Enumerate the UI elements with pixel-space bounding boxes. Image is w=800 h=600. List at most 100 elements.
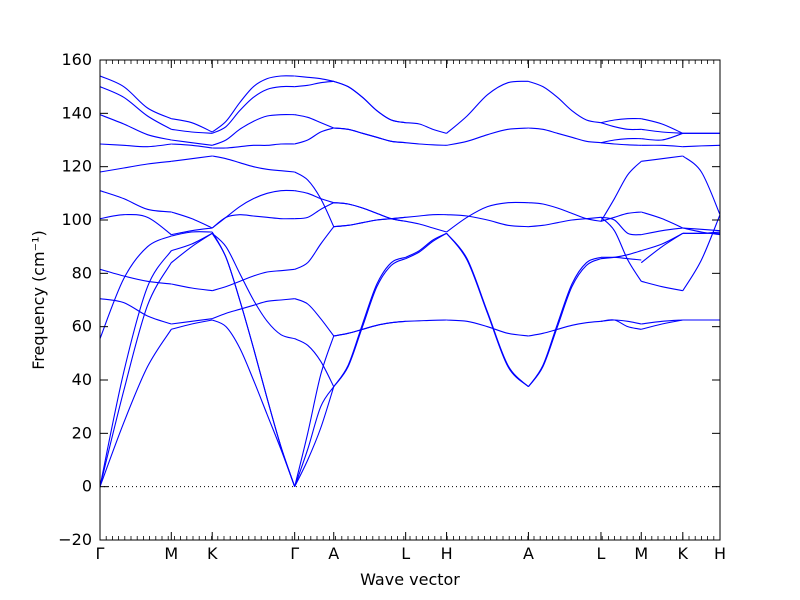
band-line-seg2-b7 [211, 189, 295, 229]
band-line-seg5-b0 [405, 232, 447, 260]
band-line-seg1-b5 [171, 283, 213, 292]
band-line-seg8-b8 [600, 142, 642, 146]
band-line-seg4-b1 [333, 256, 406, 387]
band-line-seg0-b10 [100, 114, 172, 141]
band-line-seg5-b4 [405, 220, 447, 233]
band-line-seg0-b12 [100, 75, 172, 120]
x-tick-label: A [328, 544, 339, 563]
band-line-seg0-b3 [100, 235, 172, 339]
band-line-seg10-b6 [682, 227, 720, 232]
x-tick-label: K [678, 544, 689, 563]
band-line-seg3-b3 [294, 335, 335, 487]
band-line-seg9-b11 [641, 118, 684, 134]
band-line-seg7-b1 [527, 256, 602, 387]
band-line-seg2-b3 [211, 231, 296, 487]
band-line-seg7-b4 [528, 202, 602, 222]
band-line-seg4-b3 [333, 320, 406, 337]
x-tick-label: A [523, 544, 534, 563]
band-line-seg1-b2 [171, 232, 213, 252]
x-tick-label: Γ [96, 544, 105, 563]
x-tick-label: Γ [290, 544, 299, 563]
band-line-seg2-b2 [211, 232, 295, 340]
band-line-seg2-b12 [211, 75, 295, 133]
band-line-seg6-b2 [446, 319, 529, 337]
band-line-seg1-b10 [171, 139, 213, 146]
band-line-seg9-b7 [641, 211, 684, 229]
band-line-seg9-b6 [641, 227, 683, 236]
band-line-seg9-b3 [641, 155, 683, 162]
band-line-seg2-b0 [211, 319, 296, 487]
x-tick-label: H [714, 544, 726, 563]
band-line-seg3-b5 [294, 226, 335, 270]
band-line-seg9-b1 [641, 319, 683, 325]
y-tick-label: 160 [61, 50, 92, 69]
band-line-seg5-b3 [405, 214, 447, 218]
x-tick-label: L [596, 544, 605, 563]
band-line-seg4-b11 [333, 80, 406, 124]
band-line-seg9-b10 [641, 128, 683, 134]
band-line-seg0-b7 [100, 190, 172, 213]
band-line-seg1-b0 [171, 319, 213, 330]
band-line-seg1-b6 [171, 227, 213, 236]
band-line-seg7-b0 [527, 258, 602, 387]
band-line-seg0-b4 [100, 298, 172, 325]
band-line-seg0-b2 [100, 250, 172, 487]
band-line-seg5-b6 [405, 122, 447, 134]
band-line-seg6-b3 [446, 214, 529, 228]
band-line-seg4-b0 [333, 258, 406, 387]
band-line-seg9-b9 [641, 132, 683, 141]
band-line-seg0-b6 [100, 213, 172, 236]
band-line-seg4-b7 [333, 202, 406, 222]
band-line-seg0-b5 [100, 268, 172, 285]
y-tick-label: 80 [72, 263, 92, 282]
y-tick-label: 140 [61, 103, 92, 122]
y-tick-label: 120 [61, 157, 92, 176]
band-line-seg8-b6 [600, 216, 642, 236]
band-line-seg3-b11 [294, 80, 334, 88]
band-line-seg10-b7 [682, 227, 720, 236]
band-line-seg3-b4 [294, 298, 335, 337]
band-line-seg9-b2 [641, 280, 683, 292]
band-line-seg6-b6 [446, 80, 529, 134]
band-line-seg9-b0 [641, 319, 683, 330]
band-line-seg2-b11 [211, 85, 295, 134]
y-tick-label: 60 [72, 317, 92, 336]
band-line-seg8-b1 [600, 256, 642, 261]
band-line-seg1-b9 [171, 143, 213, 149]
band-line-seg2-b8 [212, 155, 295, 173]
band-line-seg1-b8 [171, 155, 213, 162]
band-line-seg8-b3 [600, 160, 642, 222]
band-line-seg8-b0 [600, 250, 642, 260]
band-line-seg9-b8 [641, 144, 683, 148]
band-line-seg6-b1 [446, 232, 529, 388]
band-line-seg3-b1 [294, 386, 335, 487]
band-line-seg2-b10 [212, 114, 295, 146]
band-lines [100, 75, 720, 488]
band-line-seg1-b3 [171, 231, 213, 237]
y-tick-label: 0 [82, 477, 92, 496]
x-tick-label: K [207, 544, 218, 563]
plot-area [100, 75, 720, 488]
band-line-seg3-b7 [294, 190, 334, 204]
x-tick-label: L [401, 544, 410, 563]
axes: −20 0 20 40 60 80 100 120 140 160 Γ M K Γ A L H A L M K H [58, 50, 726, 563]
y-tick-label: −20 [58, 530, 92, 549]
band-line-seg2-b9 [212, 143, 295, 149]
band-line-seg1-b12 [171, 118, 213, 133]
band-line-seg5-b5 [405, 142, 447, 146]
band-line-seg3-b0 [294, 386, 335, 487]
band-line-seg3-b6 [294, 202, 334, 220]
y-tick-label: 40 [72, 370, 92, 389]
x-tick-label: H [441, 544, 453, 563]
band-line-seg10-b5 [682, 231, 720, 234]
band-line-seg8-b9 [600, 138, 642, 144]
band-line-seg1-b4 [171, 318, 213, 325]
band-line-seg8-b11 [600, 118, 642, 124]
band-line-seg1-b7 [171, 211, 213, 229]
band-line-seg7-b6 [528, 80, 602, 124]
band-line-seg2-b4 [212, 298, 295, 320]
band-line-seg5-b2 [405, 319, 447, 322]
band-line-seg3-b10 [294, 114, 334, 129]
band-line-seg10-b2 [682, 214, 720, 291]
